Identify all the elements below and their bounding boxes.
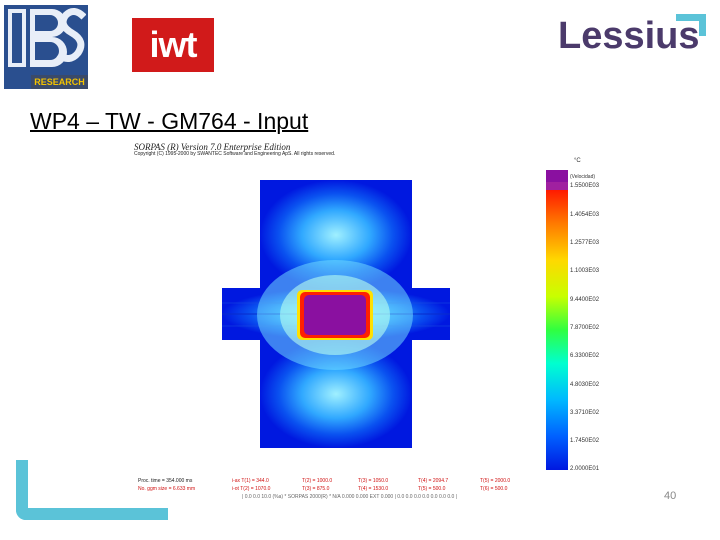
sim-header-title: SORPAS (R) Version 7.0 Enterprise Editio… [134,142,291,152]
sorpas-simulation-image: SORPAS (R) Version 7.0 Enterprise Editio… [130,140,610,500]
footer-r1-c5: T(5) = 2000.0 [480,478,511,484]
legend-tick-8: 4.8030E02 [570,382,600,388]
footer-r1-c3: T(3) = 1050.0 [358,478,389,484]
footer-left-row2: No. ggm size = 6.633 mm [138,486,196,492]
temperature-field-plot [222,170,568,470]
legend-tick-9: 3.3710E02 [570,410,600,416]
legend-top-swatch [546,170,568,182]
footer-r1-c4: T(4) = 2094.7 [418,478,449,484]
footer-r2-c5: T(6) = 500.0 [480,486,508,492]
bis-research-logo: RESEARCH [4,5,88,89]
lessius-corner-mark [676,14,706,36]
footer-row3: | 0.0 0.0 10.0 (%a) * SORPAS 2000(R) * N… [242,494,457,500]
legend-color-bar [546,190,568,470]
footer-r2-c4: T(5) = 500.0 [418,486,446,492]
footer-r2-c1: i-ot T(2) = 1070.0 [232,486,271,492]
footer-r2-c2: T(3) = 875.0 [302,486,330,492]
legend-tick-10: 1.7450E02 [570,438,600,444]
legend-tick-6: 7.8700E02 [570,325,600,331]
legend-tick-4: 1.1003E03 [570,268,600,274]
bis-logo-letters [8,8,86,67]
footer-r1-c1: i-ax T(1) = 344.0 [232,478,269,484]
footer-r1-c2: T(2) = 1000.0 [302,478,333,484]
legend-unit-sub: (Velocidad) [570,174,596,180]
footer-r2-c3: T(4) = 1530.0 [358,486,389,492]
legend-tick-1: 1.5500E03 [570,183,600,189]
sim-header-copyright: Copyright (C) 1995-2000 by SWANTEC Softw… [134,151,336,157]
legend-tick-5: 9.4400E02 [570,297,600,303]
corner-bracket-decoration [16,460,168,520]
bis-logo-research: RESEARCH [31,75,88,89]
weld-nugget [304,295,366,335]
legend-unit: °C [574,158,581,164]
lessius-logo: Lessius [558,15,700,57]
iwt-logo-text: iwt [149,24,198,65]
footer-left-row1: Proc. time = 354.000 ms [138,478,193,484]
iwt-logo: iwt [132,18,214,72]
slide-title: WP4 – TW - GM764 - Input [30,108,309,134]
legend-tick-7: 6.3300E02 [570,353,600,359]
legend-tick-2: 1.4054E03 [570,212,600,218]
page-number: 40 [664,490,677,502]
legend-tick-3: 1.2577E03 [570,240,600,246]
legend-tick-11: 2.0000E01 [570,466,600,472]
